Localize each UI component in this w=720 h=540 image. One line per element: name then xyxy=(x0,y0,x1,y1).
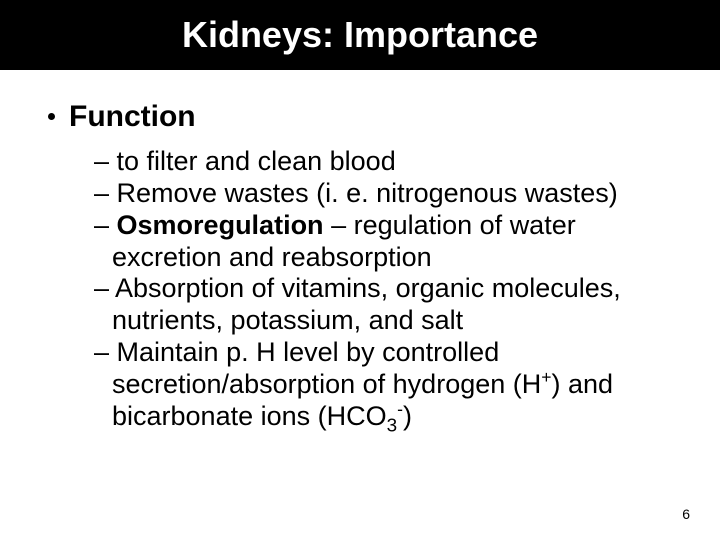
title-bar: Kidneys: Importance xyxy=(0,0,720,70)
subscript: 3 xyxy=(387,415,398,436)
subpoint: – to filter and clean blood xyxy=(94,146,690,178)
subpoint-text: – Absorption of vitamins, organic molecu… xyxy=(94,273,621,335)
subpoint: – Osmoregulation – regulation of water e… xyxy=(94,210,690,274)
sub-list: – to filter and clean blood – Remove was… xyxy=(94,146,690,433)
slide-title: Kidneys: Importance xyxy=(0,14,720,56)
subpoint-part: ) xyxy=(403,401,412,431)
dash: – xyxy=(94,210,117,240)
superscript: + xyxy=(541,367,551,387)
bullet-dot-icon xyxy=(48,113,55,120)
subpoint-part: – Maintain p. H level by controlled secr… xyxy=(94,337,541,399)
subpoint: – Remove wastes (i. e. nitrogenous waste… xyxy=(94,178,690,210)
subpoint-text: – Remove wastes (i. e. nitrogenous waste… xyxy=(94,178,618,208)
content-area: Function – to filter and clean blood – R… xyxy=(0,70,720,433)
slide: Kidneys: Importance Function – to filter… xyxy=(0,0,720,540)
bold-term: Osmoregulation xyxy=(117,210,324,240)
subpoint: – Absorption of vitamins, organic molecu… xyxy=(94,273,690,337)
heading-text: Function xyxy=(69,100,196,133)
subpoint-text: – to filter and clean blood xyxy=(94,146,396,176)
page-number: 6 xyxy=(682,506,690,522)
subpoint: – Maintain p. H level by controlled secr… xyxy=(94,337,690,433)
bullet-level1: Function xyxy=(48,100,690,134)
